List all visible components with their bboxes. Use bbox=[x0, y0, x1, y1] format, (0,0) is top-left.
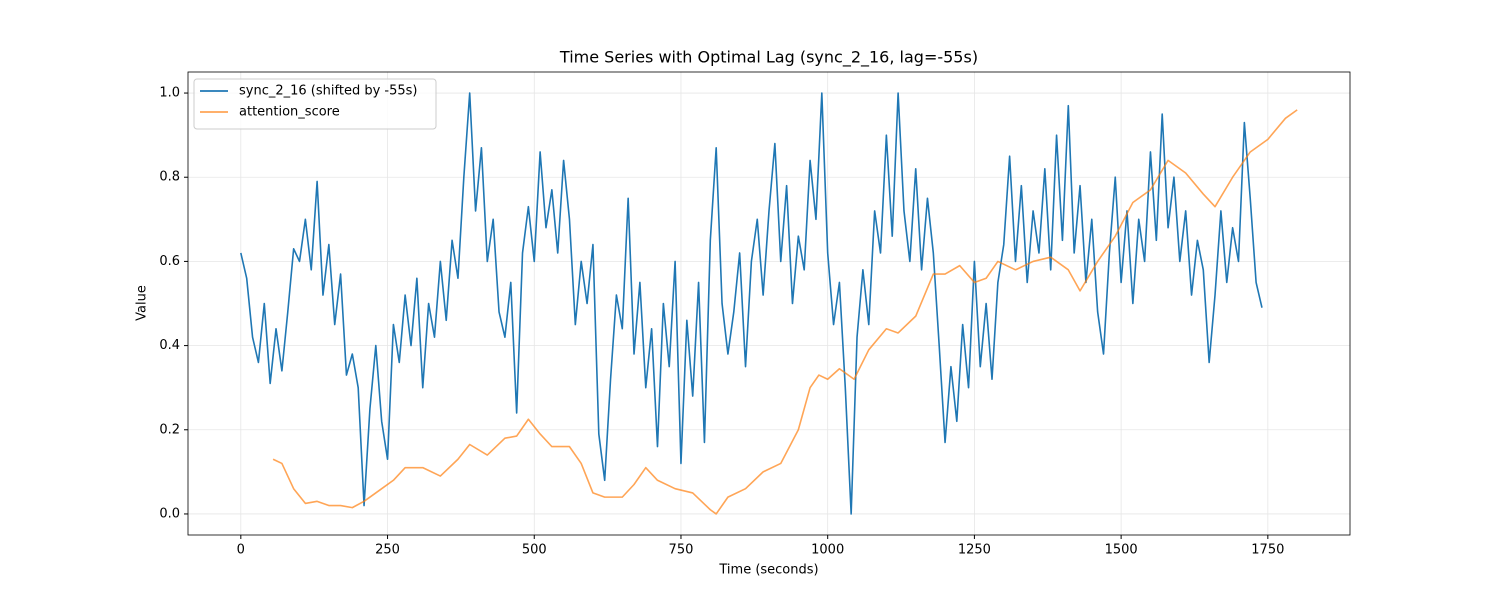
legend-box bbox=[193, 78, 437, 130]
x-tick-label: 1000 bbox=[811, 543, 844, 558]
x-tick-label: 1250 bbox=[958, 543, 991, 558]
y-tick-label: 0.2 bbox=[159, 422, 180, 437]
legend-label: attention_score bbox=[239, 105, 340, 120]
x-tick-label: 500 bbox=[522, 543, 547, 558]
x-axis-label: Time (seconds) bbox=[718, 563, 818, 578]
y-tick-label: 0.4 bbox=[159, 338, 180, 353]
series-line bbox=[272, 109, 1298, 515]
legend-label: sync_2_16 (shifted by -55s) bbox=[239, 84, 417, 99]
y-axis-label: Value bbox=[135, 285, 150, 321]
y-tick-label: 0.8 bbox=[159, 170, 180, 185]
y-tick-label: 1.0 bbox=[159, 86, 180, 101]
legend: sync_2_16 (shifted by -55s) attention_sco… bbox=[193, 78, 437, 130]
series-line bbox=[240, 92, 1263, 515]
x-tick-label: 250 bbox=[375, 543, 400, 558]
y-tick-label: 0.0 bbox=[159, 506, 180, 521]
x-tick-label: 1750 bbox=[1251, 543, 1284, 558]
chart-title: Time Series with Optimal Lag (sync_2_16,… bbox=[559, 48, 978, 68]
x-tick-label: 0 bbox=[237, 543, 245, 558]
x-tick-label: 1500 bbox=[1105, 543, 1138, 558]
plot-frame bbox=[187, 71, 1351, 536]
x-tick-label: 750 bbox=[669, 543, 694, 558]
y-tick-label: 0.6 bbox=[159, 254, 180, 269]
